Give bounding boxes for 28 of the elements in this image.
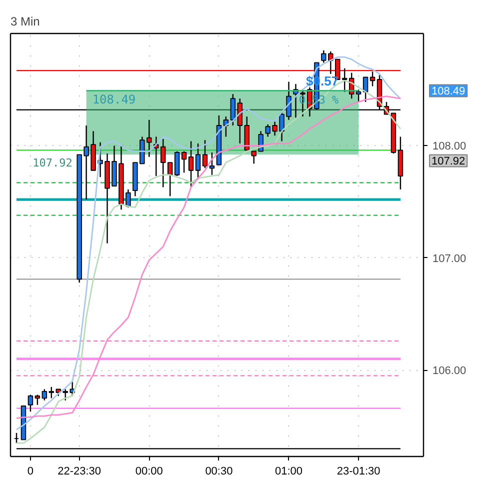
candlestick — [342, 68, 348, 92]
candlestick — [34, 394, 40, 406]
text: 108.49 — [432, 86, 466, 98]
x-tick-label: 23-01:30 — [336, 466, 380, 478]
candlestick — [188, 140, 194, 188]
candlestick — [28, 394, 34, 412]
y-tick-label: 108.00 — [432, 140, 466, 153]
annotation: 108.49 — [92, 92, 136, 107]
y-tick-label: 107.00 — [432, 252, 466, 265]
candlestick — [48, 386, 54, 399]
x-tick-label: 00:30 — [205, 466, 233, 478]
candlestick — [195, 142, 201, 180]
candlestick — [202, 139, 208, 169]
annotation: 107.92 — [32, 156, 72, 170]
candlestick — [160, 138, 166, 188]
x-tick-label: 00:00 — [135, 466, 163, 478]
candlestick — [42, 388, 48, 401]
text: 107.92 — [432, 156, 466, 168]
candlestick — [181, 150, 187, 174]
candlestick — [356, 89, 362, 103]
chart-title: 3 Min — [10, 14, 40, 28]
y-tick-label: 106.00 — [432, 365, 466, 378]
x-tick-label: 01:00 — [275, 466, 303, 478]
x-tick-label: 0 — [27, 466, 34, 478]
candlestick — [370, 71, 376, 87]
candlestick — [209, 152, 215, 176]
candlestick — [174, 150, 180, 177]
x-tick-label: 22-23:30 — [58, 466, 102, 478]
